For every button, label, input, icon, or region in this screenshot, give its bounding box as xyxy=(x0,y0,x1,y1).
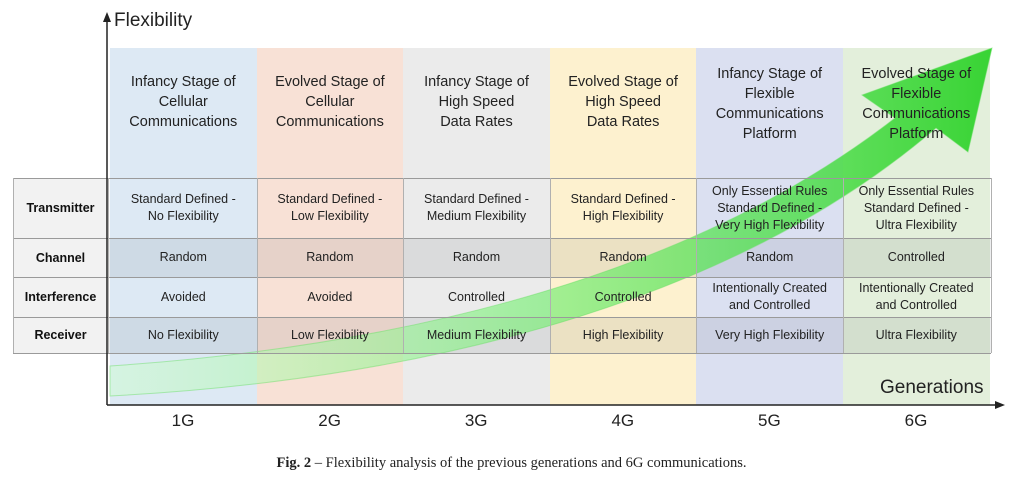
table-row-divider xyxy=(13,238,991,239)
stage-title-5g: Infancy Stage of Flexible Communications Pl… xyxy=(696,56,843,156)
generation-label-4g: 4G xyxy=(611,411,635,430)
table-cell: High Flexibility xyxy=(582,327,664,342)
table-cell: Standard Defined - High Flexibility xyxy=(570,192,676,223)
row-label-receiver: Receiver xyxy=(13,317,108,353)
table-row-divider xyxy=(13,353,991,354)
table-cell: Avoided xyxy=(160,289,206,304)
stage-title-text: Infancy Stage of Flexible Communications Pl… xyxy=(715,66,824,142)
table-cell: Random xyxy=(599,250,647,264)
generation-label-2g: 2G xyxy=(318,411,341,430)
row-label-transmitter: Transmitter xyxy=(13,178,108,238)
trend-arrow-shape xyxy=(109,47,993,397)
table-column-divider xyxy=(403,178,405,353)
row-label-channel: Channel xyxy=(13,238,108,277)
column-background-4g xyxy=(549,48,697,405)
stage-title-text: Evolved Stage of High Speed Data Rates xyxy=(568,74,678,130)
table-column-divider xyxy=(696,178,698,353)
table-cell: Controlled xyxy=(447,289,505,304)
x-axis-title: Generations xyxy=(880,377,984,398)
generation-label-5g: 5G xyxy=(758,411,781,430)
table-cell: Only Essential Rules Standard Defined - Ul… xyxy=(858,183,974,232)
table-cell: Controlled xyxy=(594,289,652,304)
table-row-divider xyxy=(13,178,991,179)
table-cell: Intentionally Created and Controlled xyxy=(858,281,974,312)
table-cell: Intentionally Created and Controlled xyxy=(712,281,828,312)
table-cell: Controlled xyxy=(887,250,945,264)
table-cell: Standard Defined - Low Flexibility xyxy=(277,192,383,223)
table-cell: Only Essential Rules Standard Defined - Ve… xyxy=(712,183,828,232)
stage-title-2g: Evolved Stage of Cellular Communications xyxy=(257,64,404,164)
table-row-divider xyxy=(13,277,991,278)
generation-label-1g: 1G xyxy=(171,411,195,430)
stage-title-text: Infancy Stage of High Speed Data Rates xyxy=(424,74,529,130)
stage-title-6g: Evolved Stage of Flexible Communications Pl… xyxy=(843,56,990,156)
table-column-divider xyxy=(108,178,109,353)
generation-label-3g: 3G xyxy=(464,411,488,430)
y-axis-arrowhead xyxy=(103,12,111,22)
table-cell: No Flexibility xyxy=(147,327,219,342)
stage-title-4g: Evolved Stage of High Speed Data Rates xyxy=(550,64,697,164)
stage-title-3g: Infancy Stage of High Speed Data Rates xyxy=(403,64,550,164)
table-cell: Random xyxy=(159,250,207,264)
table-cell: Avoided xyxy=(307,289,353,304)
stage-title-text: Evolved Stage of Flexible Communications Pl… xyxy=(861,66,972,142)
row-label-interference: Interference xyxy=(13,277,108,317)
figure-caption: Fig. 2 – Flexibility analysis of the pre… xyxy=(0,455,1023,472)
table-row-divider xyxy=(13,317,991,318)
table-cell: Random xyxy=(452,250,501,264)
table-cell: Ultra Flexibility xyxy=(875,327,957,342)
stage-title-text: Evolved Stage of Cellular Communications xyxy=(275,74,385,130)
table-cell: Standard Defined - No Flexibility xyxy=(130,192,236,223)
x-axis-arrowhead xyxy=(995,401,1005,409)
caption-prefix: Fig. 2 xyxy=(276,455,312,471)
table-column-divider xyxy=(13,178,14,353)
column-background-1g xyxy=(110,48,257,405)
table-column-divider xyxy=(549,178,551,353)
table-column-divider xyxy=(843,178,844,353)
table-cell: Random xyxy=(306,250,354,264)
caption-text: – Flexibility analysis of the previous g… xyxy=(311,455,747,471)
table-cell: Random xyxy=(746,250,794,264)
table-cell: Low Flexibility xyxy=(290,327,369,342)
stage-title-text: Infancy Stage of Cellular Communications xyxy=(129,74,238,130)
table-cell: Medium Flexibility xyxy=(426,327,527,342)
y-axis-title: Flexibility xyxy=(114,10,193,31)
table-column-divider xyxy=(991,178,992,353)
table-cell: Very High Flexibility xyxy=(715,327,825,342)
table-cell: Standard Defined - Medium Flexibility xyxy=(424,192,529,223)
stage-title-1g: Infancy Stage of Cellular Communications xyxy=(110,64,257,164)
generation-label-6g: 6G xyxy=(904,411,928,430)
table-column-divider xyxy=(256,178,258,353)
